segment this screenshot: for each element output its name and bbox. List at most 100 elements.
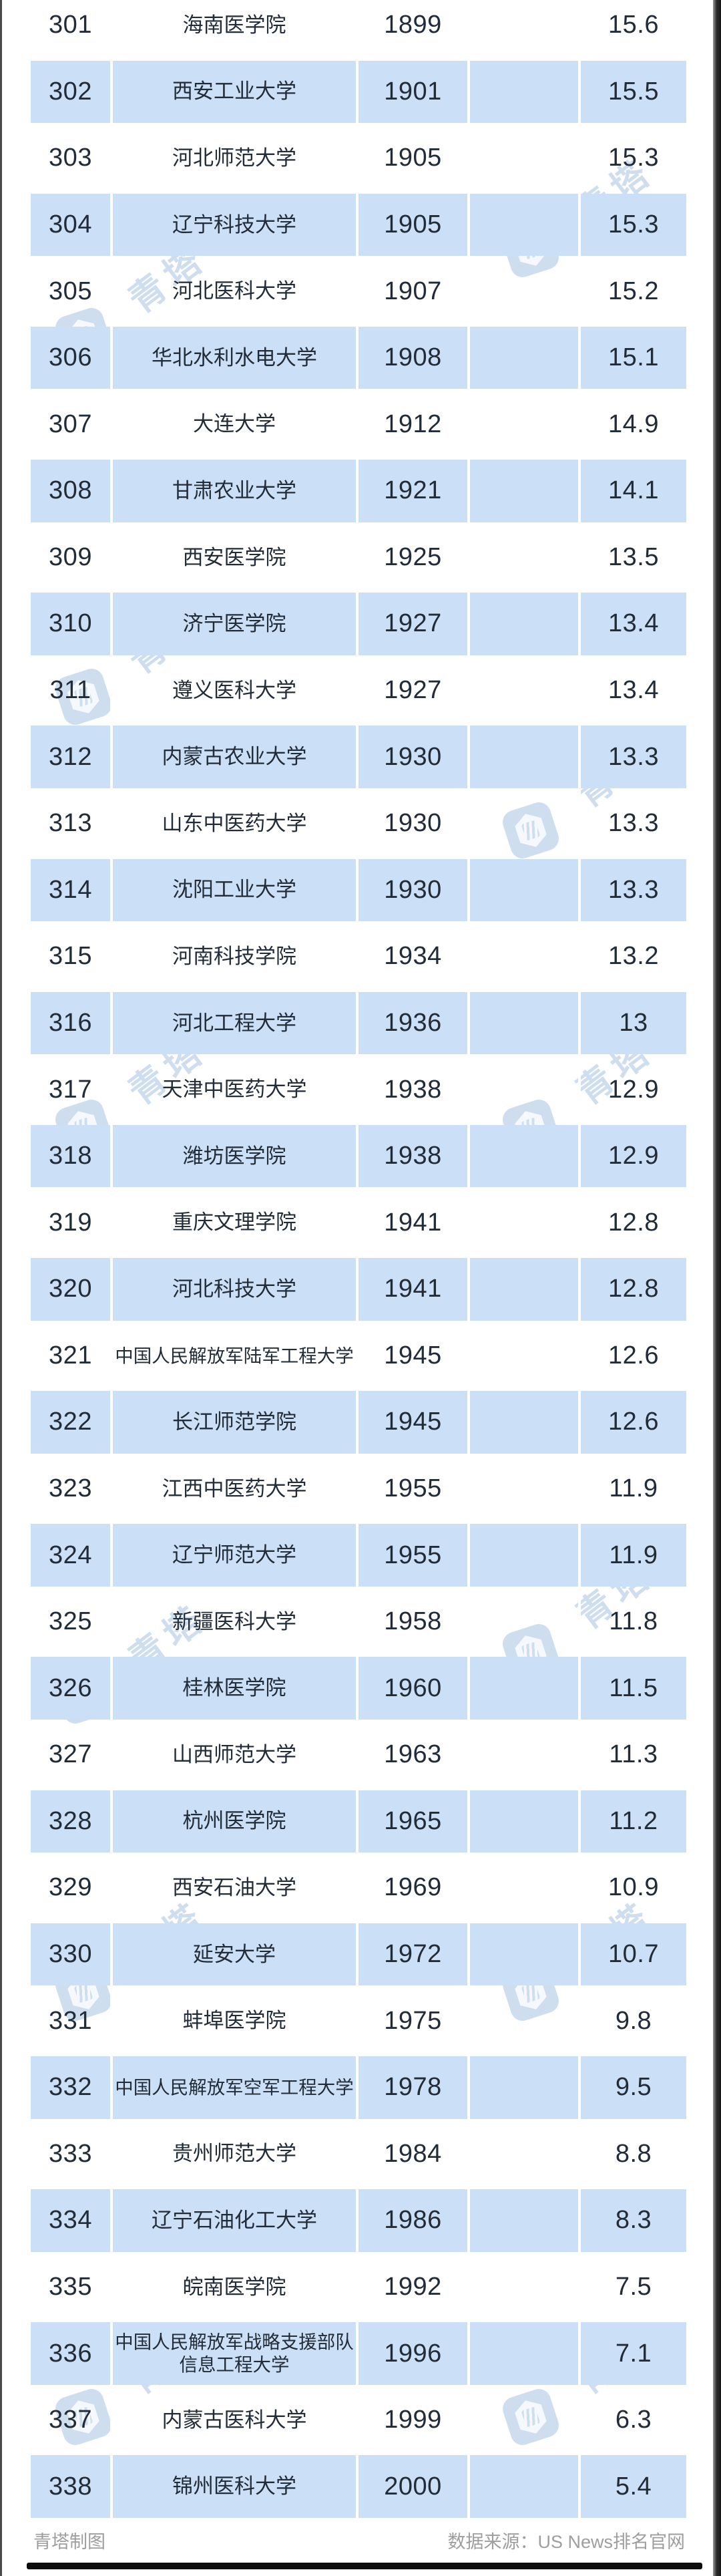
rank-value: 315 bbox=[49, 942, 92, 971]
score-value: 13.4 bbox=[608, 609, 659, 638]
university-cell: 西安石油大学 bbox=[110, 1855, 356, 1921]
rank-cell: 306 bbox=[31, 326, 110, 389]
world-rank-value: 1930 bbox=[384, 742, 442, 771]
empty-cell bbox=[467, 1588, 578, 1655]
world-rank-value: 1955 bbox=[384, 1474, 442, 1502]
empty-cell bbox=[467, 1722, 578, 1788]
empty-cell bbox=[467, 524, 578, 591]
score-cell: 13 bbox=[578, 991, 686, 1055]
world-rank-cell: 1992 bbox=[356, 2253, 467, 2321]
rank-value: 337 bbox=[49, 2406, 92, 2434]
rank-value: 326 bbox=[49, 1673, 92, 1702]
world-rank-cell: 1930 bbox=[356, 726, 467, 788]
university-name: 新疆医科大学 bbox=[172, 1609, 296, 1633]
world-rank-cell: 1899 bbox=[356, 0, 467, 59]
score-cell: 10.9 bbox=[578, 1855, 686, 1921]
world-rank-cell: 1955 bbox=[356, 1455, 467, 1522]
empty-cell bbox=[467, 1855, 578, 1921]
world-rank-value: 1927 bbox=[384, 609, 442, 638]
table-row: 306 华北水利水电大学 1908 15.1 bbox=[0, 325, 721, 391]
score-cell: 15.5 bbox=[578, 60, 686, 124]
table-row: 324 辽宁师范大学 1955 11.9 bbox=[0, 1522, 721, 1589]
university-cell: 河北医科大学 bbox=[110, 258, 356, 325]
rank-cell: 315 bbox=[31, 923, 110, 990]
university-name: 济宁医学院 bbox=[182, 612, 286, 636]
world-rank-cell: 1945 bbox=[356, 1391, 467, 1454]
world-rank-value: 1972 bbox=[384, 1940, 442, 1969]
rank-value: 302 bbox=[49, 77, 92, 106]
rank-value: 307 bbox=[49, 410, 92, 438]
score-cell: 8.3 bbox=[578, 2189, 686, 2252]
score-cell: 14.9 bbox=[578, 391, 686, 458]
score-cell: 11.2 bbox=[578, 1790, 686, 1853]
empty-cell bbox=[467, 991, 578, 1055]
rank-cell: 337 bbox=[31, 2387, 110, 2454]
world-rank-value: 1955 bbox=[384, 1541, 442, 1569]
university-cell: 桂林医学院 bbox=[110, 1657, 356, 1720]
footer: 青塔制图 数据来源：US News排名官网 bbox=[33, 2523, 685, 2557]
score-value: 15.6 bbox=[608, 11, 659, 39]
world-rank-value: 1992 bbox=[384, 2272, 442, 2301]
university-cell: 新疆医科大学 bbox=[110, 1588, 356, 1655]
world-rank-cell: 1927 bbox=[356, 657, 467, 724]
university-name: 河北工程大学 bbox=[172, 1011, 296, 1035]
university-cell: 山西师范大学 bbox=[110, 1722, 356, 1788]
empty-cell bbox=[467, 1257, 578, 1321]
empty-cell bbox=[467, 60, 578, 124]
score-cell: 11.3 bbox=[578, 1722, 686, 1788]
rank-value: 311 bbox=[49, 676, 91, 705]
world-rank-value: 1901 bbox=[384, 77, 442, 106]
empty-cell bbox=[467, 790, 578, 857]
university-name: 西安医学院 bbox=[182, 545, 286, 569]
world-rank-value: 1958 bbox=[384, 1607, 442, 1636]
score-value: 15.5 bbox=[608, 77, 659, 106]
empty-cell bbox=[467, 326, 578, 389]
world-rank-value: 1938 bbox=[384, 1075, 442, 1104]
score-cell: 13.3 bbox=[578, 858, 686, 922]
world-rank-cell: 1960 bbox=[356, 1657, 467, 1720]
university-name: 西安工业大学 bbox=[172, 79, 296, 104]
world-rank-value: 1941 bbox=[384, 1208, 442, 1237]
table-row: 328 杭州医学院 1965 11.2 bbox=[0, 1788, 721, 1855]
rank-value: 317 bbox=[49, 1075, 92, 1104]
university-name: 华北水利水电大学 bbox=[152, 345, 317, 369]
score-cell: 7.5 bbox=[578, 2253, 686, 2321]
score-cell: 13.2 bbox=[578, 923, 686, 990]
score-value: 15.3 bbox=[608, 144, 659, 172]
table-row: 323 江西中医药大学 1955 11.9 bbox=[0, 1455, 721, 1522]
rank-value: 305 bbox=[49, 277, 92, 305]
university-cell: 大连大学 bbox=[110, 391, 356, 458]
score-value: 15.1 bbox=[608, 343, 659, 372]
world-rank-cell: 2000 bbox=[356, 2455, 467, 2518]
rank-cell: 309 bbox=[31, 524, 110, 591]
table-row: 325 新疆医科大学 1958 11.8 bbox=[0, 1588, 721, 1655]
rank-cell: 338 bbox=[31, 2455, 110, 2518]
table-row: 327 山西师范大学 1963 11.3 bbox=[0, 1722, 721, 1788]
university-name: 皖南医学院 bbox=[182, 2275, 286, 2299]
table-row: 303 河北师范大学 1905 15.3 bbox=[0, 125, 721, 192]
score-cell: 11.9 bbox=[578, 1455, 686, 1522]
university-name: 锦州医科大学 bbox=[172, 2474, 296, 2499]
score-value: 11.3 bbox=[609, 1740, 658, 1769]
score-cell: 15.2 bbox=[578, 258, 686, 325]
empty-cell bbox=[467, 0, 578, 59]
empty-cell bbox=[467, 1391, 578, 1454]
rank-cell: 314 bbox=[31, 858, 110, 922]
table-row: 308 甘肃农业大学 1921 14.1 bbox=[0, 458, 721, 524]
university-name: 蚌埠医学院 bbox=[182, 2009, 286, 2033]
university-name: 辽宁科技大学 bbox=[172, 212, 296, 236]
table-row: 337 内蒙古医科大学 1999 6.3 bbox=[0, 2386, 721, 2454]
world-rank-cell: 1975 bbox=[356, 1987, 467, 2054]
score-cell: 12.9 bbox=[578, 1056, 686, 1123]
university-cell: 辽宁师范大学 bbox=[110, 1524, 356, 1587]
score-value: 7.5 bbox=[615, 2272, 652, 2301]
university-name: 甘肃农业大学 bbox=[172, 478, 296, 502]
world-rank-cell: 1978 bbox=[356, 2056, 467, 2119]
university-cell: 潍坊医学院 bbox=[110, 1124, 356, 1188]
score-cell: 6.3 bbox=[578, 2386, 686, 2454]
rank-cell: 318 bbox=[31, 1124, 110, 1188]
rank-cell: 331 bbox=[31, 1987, 110, 2054]
empty-cell bbox=[467, 858, 578, 922]
university-name: 河北科技大学 bbox=[172, 1277, 296, 1301]
empty-cell bbox=[467, 726, 578, 788]
